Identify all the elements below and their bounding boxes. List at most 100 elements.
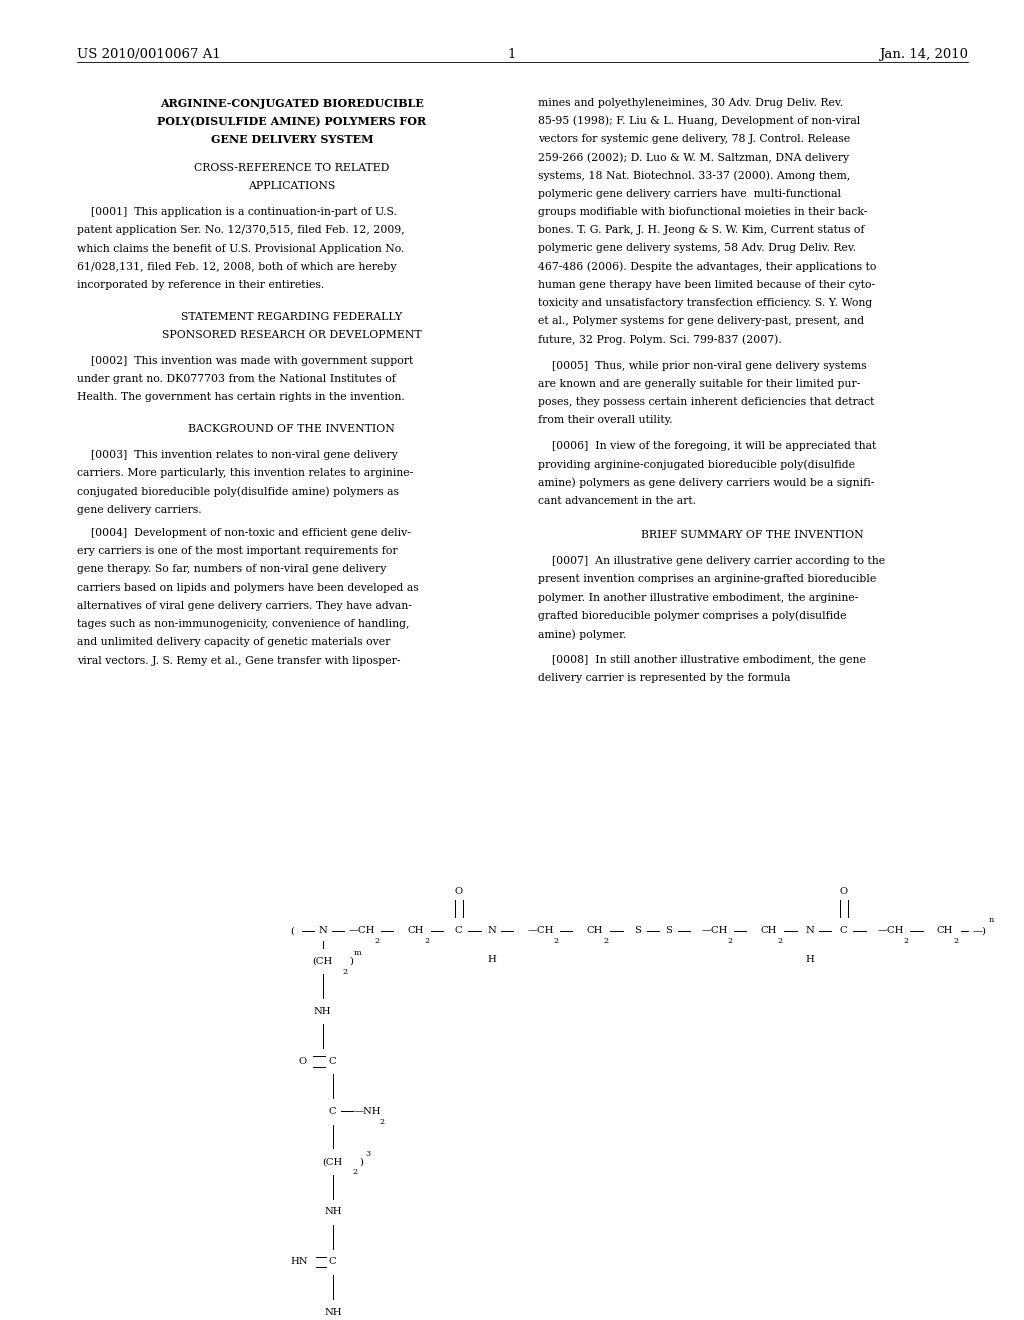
Text: bones. T. G. Park, J. H. Jeong & S. W. Kim, Current status of: bones. T. G. Park, J. H. Jeong & S. W. K… bbox=[538, 226, 864, 235]
Text: incorporated by reference in their entireties.: incorporated by reference in their entir… bbox=[77, 280, 324, 290]
Text: are known and are generally suitable for their limited pur-: are known and are generally suitable for… bbox=[538, 379, 860, 389]
Text: 2: 2 bbox=[953, 937, 959, 945]
Text: 2: 2 bbox=[603, 937, 609, 945]
Text: C: C bbox=[455, 927, 463, 935]
Text: S: S bbox=[635, 927, 641, 935]
Text: which claims the benefit of U.S. Provisional Application No.: which claims the benefit of U.S. Provisi… bbox=[77, 244, 404, 253]
Text: delivery carrier is represented by the formula: delivery carrier is represented by the f… bbox=[538, 673, 791, 684]
Text: (CH: (CH bbox=[323, 1158, 343, 1166]
Text: [0004]  Development of non-toxic and efficient gene deliv-: [0004] Development of non-toxic and effi… bbox=[77, 528, 411, 539]
Text: S: S bbox=[666, 927, 672, 935]
Text: ): ) bbox=[349, 957, 353, 965]
Text: N: N bbox=[318, 927, 327, 935]
Text: APPLICATIONS: APPLICATIONS bbox=[248, 181, 336, 191]
Text: POLY(DISULFIDE AMINE) POLYMERS FOR: POLY(DISULFIDE AMINE) POLYMERS FOR bbox=[158, 116, 426, 127]
Text: CH: CH bbox=[937, 927, 953, 935]
Text: N: N bbox=[487, 927, 496, 935]
Text: 259-266 (2002); D. Luo & W. M. Saltzman, DNA delivery: 259-266 (2002); D. Luo & W. M. Saltzman,… bbox=[538, 152, 849, 162]
Text: 2: 2 bbox=[379, 1118, 385, 1126]
Text: 2: 2 bbox=[374, 937, 380, 945]
Text: CH: CH bbox=[761, 927, 777, 935]
Text: [0003]  This invention relates to non-viral gene delivery: [0003] This invention relates to non-vir… bbox=[77, 450, 397, 459]
Text: providing arginine-conjugated bioreducible poly(disulfide: providing arginine-conjugated bioreducib… bbox=[538, 459, 855, 470]
Text: 2: 2 bbox=[352, 1168, 358, 1176]
Text: viral vectors. J. S. Remy et al., Gene transfer with liposper-: viral vectors. J. S. Remy et al., Gene t… bbox=[77, 656, 400, 665]
Text: human gene therapy have been limited because of their cyto-: human gene therapy have been limited bec… bbox=[538, 280, 874, 290]
Text: et al., Polymer systems for gene delivery-past, present, and: et al., Polymer systems for gene deliver… bbox=[538, 317, 863, 326]
Text: 1: 1 bbox=[508, 48, 516, 61]
Text: from their overall utility.: from their overall utility. bbox=[538, 416, 672, 425]
Text: 2: 2 bbox=[777, 937, 783, 945]
Text: under grant no. DK077703 from the National Institutes of: under grant no. DK077703 from the Nation… bbox=[77, 374, 395, 384]
Text: C: C bbox=[329, 1107, 337, 1115]
Text: O: O bbox=[840, 887, 848, 895]
Text: 2: 2 bbox=[424, 937, 430, 945]
Text: m: m bbox=[353, 949, 361, 957]
Text: CH: CH bbox=[587, 927, 603, 935]
Text: US 2010/0010067 A1: US 2010/0010067 A1 bbox=[77, 48, 220, 61]
Text: [0006]  In view of the foregoing, it will be appreciated that: [0006] In view of the foregoing, it will… bbox=[538, 441, 876, 451]
Text: 61/028,131, filed Feb. 12, 2008, both of which are hereby: 61/028,131, filed Feb. 12, 2008, both of… bbox=[77, 261, 396, 272]
Text: [0007]  An illustrative gene delivery carrier according to the: [0007] An illustrative gene delivery car… bbox=[538, 556, 885, 566]
Text: carriers based on lipids and polymers have been developed as: carriers based on lipids and polymers ha… bbox=[77, 582, 419, 593]
Text: [0001]  This application is a continuation-in-part of U.S.: [0001] This application is a continuatio… bbox=[77, 207, 396, 218]
Text: ery carriers is one of the most important requirements for: ery carriers is one of the most importan… bbox=[77, 546, 397, 556]
Text: cant advancement in the art.: cant advancement in the art. bbox=[538, 496, 695, 506]
Text: 3: 3 bbox=[365, 1150, 371, 1158]
Text: ): ) bbox=[359, 1158, 364, 1166]
Text: conjugated bioreducible poly(disulfide amine) polymers as: conjugated bioreducible poly(disulfide a… bbox=[77, 486, 398, 496]
Text: and unlimited delivery capacity of genetic materials over: and unlimited delivery capacity of genet… bbox=[77, 638, 390, 647]
Text: 85-95 (1998); F. Liu & L. Huang, Development of non-viral: 85-95 (1998); F. Liu & L. Huang, Develop… bbox=[538, 116, 860, 127]
Text: Health. The government has certain rights in the invention.: Health. The government has certain right… bbox=[77, 392, 404, 403]
Text: grafted bioreducible polymer comprises a poly(disulfide: grafted bioreducible polymer comprises a… bbox=[538, 611, 846, 622]
Text: polymeric gene delivery systems, 58 Adv. Drug Deliv. Rev.: polymeric gene delivery systems, 58 Adv.… bbox=[538, 243, 856, 253]
Text: (: ( bbox=[290, 927, 294, 935]
Text: —NH: —NH bbox=[353, 1107, 381, 1115]
Text: poses, they possess certain inherent deficiencies that detract: poses, they possess certain inherent def… bbox=[538, 397, 873, 407]
Text: 2: 2 bbox=[903, 937, 909, 945]
Text: CROSS-REFERENCE TO RELATED: CROSS-REFERENCE TO RELATED bbox=[195, 162, 389, 173]
Text: —CH: —CH bbox=[348, 927, 375, 935]
Text: polymer. In another illustrative embodiment, the arginine-: polymer. In another illustrative embodim… bbox=[538, 593, 858, 603]
Text: gene delivery carriers.: gene delivery carriers. bbox=[77, 504, 202, 515]
Text: C: C bbox=[329, 1057, 337, 1065]
Text: O: O bbox=[455, 887, 463, 895]
Text: —CH: —CH bbox=[878, 927, 904, 935]
Text: n: n bbox=[988, 916, 994, 924]
Text: 467-486 (2006). Despite the advantages, their applications to: 467-486 (2006). Despite the advantages, … bbox=[538, 261, 876, 272]
Text: groups modifiable with biofunctional moieties in their back-: groups modifiable with biofunctional moi… bbox=[538, 207, 867, 216]
Text: Jan. 14, 2010: Jan. 14, 2010 bbox=[879, 48, 968, 61]
Text: polymeric gene delivery carriers have  multi-functional: polymeric gene delivery carriers have mu… bbox=[538, 189, 841, 199]
Text: BACKGROUND OF THE INVENTION: BACKGROUND OF THE INVENTION bbox=[188, 424, 395, 434]
Text: HN: HN bbox=[290, 1258, 308, 1266]
Text: systems, 18 Nat. Biotechnol. 33-37 (2000). Among them,: systems, 18 Nat. Biotechnol. 33-37 (2000… bbox=[538, 170, 850, 181]
Text: mines and polyethyleneimines, 30 Adv. Drug Deliv. Rev.: mines and polyethyleneimines, 30 Adv. Dr… bbox=[538, 98, 843, 108]
Text: H: H bbox=[487, 956, 496, 964]
Text: C: C bbox=[840, 927, 848, 935]
Text: CH: CH bbox=[408, 927, 424, 935]
Text: NH: NH bbox=[313, 1007, 332, 1015]
Text: amine) polymers as gene delivery carriers would be a signifi-: amine) polymers as gene delivery carrier… bbox=[538, 478, 873, 488]
Text: BRIEF SUMMARY OF THE INVENTION: BRIEF SUMMARY OF THE INVENTION bbox=[641, 531, 864, 540]
Text: N: N bbox=[806, 927, 814, 935]
Text: carriers. More particularly, this invention relates to arginine-: carriers. More particularly, this invent… bbox=[77, 469, 413, 478]
Text: patent application Ser. No. 12/370,515, filed Feb. 12, 2009,: patent application Ser. No. 12/370,515, … bbox=[77, 226, 404, 235]
Text: vectors for systemic gene delivery, 78 J. Control. Release: vectors for systemic gene delivery, 78 J… bbox=[538, 135, 850, 144]
Text: gene therapy. So far, numbers of non-viral gene delivery: gene therapy. So far, numbers of non-vir… bbox=[77, 565, 386, 574]
Text: NH: NH bbox=[324, 1208, 342, 1216]
Text: NH: NH bbox=[324, 1308, 342, 1316]
Text: GENE DELIVERY SYSTEM: GENE DELIVERY SYSTEM bbox=[211, 135, 373, 145]
Text: [0005]  Thus, while prior non-viral gene delivery systems: [0005] Thus, while prior non-viral gene … bbox=[538, 360, 866, 371]
Text: future, 32 Prog. Polym. Sci. 799-837 (2007).: future, 32 Prog. Polym. Sci. 799-837 (20… bbox=[538, 334, 781, 345]
Text: H: H bbox=[806, 956, 814, 964]
Text: 2: 2 bbox=[727, 937, 733, 945]
Text: —CH: —CH bbox=[527, 927, 554, 935]
Text: STATEMENT REGARDING FEDERALLY: STATEMENT REGARDING FEDERALLY bbox=[181, 312, 402, 322]
Text: amine) polymer.: amine) polymer. bbox=[538, 630, 626, 640]
Text: 2: 2 bbox=[342, 968, 348, 975]
Text: 2: 2 bbox=[553, 937, 559, 945]
Text: [0008]  In still another illustrative embodiment, the gene: [0008] In still another illustrative emb… bbox=[538, 655, 865, 665]
Text: tages such as non-immunogenicity, convenience of handling,: tages such as non-immunogenicity, conven… bbox=[77, 619, 410, 630]
Text: ARGININE-CONJUGATED BIOREDUCIBLE: ARGININE-CONJUGATED BIOREDUCIBLE bbox=[160, 98, 424, 108]
Text: —): —) bbox=[973, 927, 987, 935]
